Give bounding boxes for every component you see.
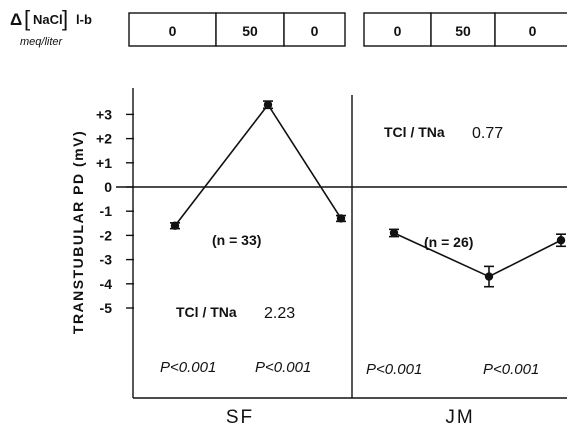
- condition-label: 0: [529, 23, 537, 39]
- y-tick-label: -2: [100, 227, 113, 243]
- nacl-header: Δ [ NaCl ] l-b meq/liter: [10, 6, 92, 48]
- n-label-jm: (n = 26): [424, 234, 473, 250]
- data-point: [336, 214, 346, 223]
- condition-box: [430, 12, 496, 47]
- condition-boxes: 0 50 0 0 50 0: [128, 12, 567, 47]
- condition-box: [283, 12, 346, 47]
- y-tick-label: -1: [100, 203, 113, 219]
- data-point: [170, 221, 180, 230]
- group-label-sf: SF: [226, 407, 254, 426]
- p-value-label: P<0.001: [366, 361, 422, 378]
- gradient-subscript: l-b: [76, 12, 92, 27]
- species-label: NaCl: [33, 12, 63, 27]
- data-point: [263, 100, 273, 109]
- condition-box: [215, 12, 285, 47]
- condition-label: 50: [242, 23, 258, 39]
- y-tick-label: 0: [104, 179, 112, 195]
- delta-symbol: Δ: [10, 10, 22, 29]
- series-line-sf: [174, 103, 342, 227]
- p-value-label: P<0.001: [255, 359, 311, 376]
- condition-label: 50: [455, 23, 471, 39]
- ratio-label-sf: TCl / TNa: [176, 304, 237, 320]
- bracket-open: [: [24, 6, 30, 31]
- n-label-sf: (n = 33): [212, 232, 261, 248]
- data-point: [556, 236, 566, 245]
- group-labels: SF JM: [226, 407, 474, 426]
- y-tick-label: -5: [100, 300, 113, 316]
- ratio-value-jm: 0.77: [472, 125, 503, 142]
- condition-label: 0: [394, 23, 402, 39]
- annotations: (n = 33) (n = 26) TCl / TNa 2.23 TCl / TNa 0.…: [160, 124, 539, 378]
- ratio-label-jm: TCl / TNa: [384, 124, 445, 140]
- p-value-label: P<0.001: [160, 359, 216, 376]
- data-point: [389, 228, 399, 238]
- series-line-jm: [393, 232, 562, 278]
- series: [170, 100, 566, 288]
- group-label-jm: JM: [445, 407, 474, 426]
- y-tick-label: -4: [100, 276, 113, 292]
- y-tick-label: -3: [100, 252, 113, 268]
- units-label: meq/liter: [20, 36, 64, 48]
- condition-box: [128, 12, 217, 47]
- condition-label: 0: [311, 23, 319, 39]
- p-value-label: P<0.001: [483, 361, 539, 378]
- ratio-value-sf: 2.23: [264, 305, 295, 322]
- y-axis-label: TRANSTUBULAR PD (mV): [70, 130, 86, 334]
- condition-box: [494, 12, 567, 47]
- y-tick-label: +1: [96, 155, 112, 171]
- y-tick-label: +3: [96, 106, 112, 122]
- y-ticks: +3 +2 +1 0 -1 -2 -3 -4 -5: [96, 106, 134, 316]
- axes: [116, 88, 567, 399]
- y-tick-label: +2: [96, 131, 112, 147]
- bracket-close: ]: [62, 6, 68, 31]
- data-point: [484, 272, 494, 281]
- condition-label: 0: [169, 23, 177, 39]
